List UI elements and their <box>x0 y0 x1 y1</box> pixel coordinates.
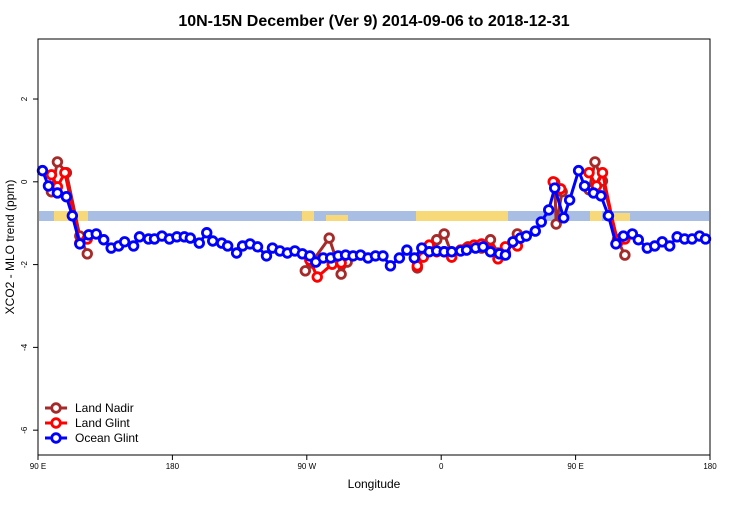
data-point <box>66 210 79 222</box>
data-point <box>251 241 264 253</box>
data-point <box>184 232 197 244</box>
data-point <box>535 216 547 228</box>
data-point <box>98 234 110 246</box>
data-point <box>617 230 630 242</box>
y-tick-label: -6 <box>20 426 29 434</box>
data-point <box>207 235 219 247</box>
data-point <box>118 236 131 248</box>
data-point <box>193 237 205 249</box>
data-point <box>90 228 102 240</box>
chart-title: 10N-15N December (Ver 9) 2014-09-06 to 2… <box>178 13 569 30</box>
data-point <box>74 238 86 250</box>
data-point <box>438 228 450 240</box>
y-axis-label: XCO2 - MLO trend (ppm) <box>3 180 17 315</box>
data-point <box>583 166 595 179</box>
data-point <box>550 218 562 230</box>
data-point <box>51 156 64 168</box>
land-ocean-strip <box>39 211 709 221</box>
x-tick-label: 180 <box>166 462 180 471</box>
data-point <box>596 166 609 179</box>
data-point <box>81 248 93 260</box>
data-point <box>484 234 497 246</box>
legend-label: Land Nadir <box>75 401 134 415</box>
x-tick-label: 180 <box>703 462 717 471</box>
data-point <box>572 164 585 177</box>
data-point <box>201 227 213 239</box>
data-point <box>477 241 489 253</box>
data-point <box>60 191 73 203</box>
data-point <box>602 210 615 222</box>
data-point <box>299 265 312 277</box>
x-tick-label: 90 E <box>30 462 46 471</box>
y-tick-label: 0 <box>20 179 29 184</box>
legend-marker <box>50 432 62 444</box>
data-point <box>260 250 273 262</box>
data-point <box>408 252 421 264</box>
data-point <box>335 268 347 280</box>
data-point <box>589 156 601 168</box>
data-point <box>460 244 473 256</box>
data-point <box>563 194 576 206</box>
legend-label: Land Glint <box>75 416 130 430</box>
data-point <box>499 249 512 261</box>
data-point <box>619 249 631 261</box>
data-point <box>632 234 645 246</box>
data-point <box>543 204 555 216</box>
data-point <box>595 190 607 202</box>
legend-marker <box>50 417 62 429</box>
data-point <box>42 180 55 192</box>
x-tick-label: 0 <box>439 462 444 471</box>
y-tick-label: 2 <box>20 96 29 101</box>
data-point <box>431 234 443 246</box>
data-point <box>610 238 622 250</box>
data-point <box>401 244 413 256</box>
x-tick-label: 90 E <box>567 462 583 471</box>
data-point <box>221 240 234 252</box>
legend-marker <box>50 402 62 414</box>
data-point <box>377 250 389 262</box>
data-point <box>45 169 58 181</box>
data-point <box>484 246 497 258</box>
y-tick-label: -2 <box>20 260 29 268</box>
data-point <box>59 166 71 179</box>
data-point <box>557 212 570 224</box>
data-point <box>51 187 64 199</box>
data-point <box>393 252 406 264</box>
y-tick-label: -4 <box>20 343 29 351</box>
data-point <box>323 232 335 244</box>
x-tick-label: 90 W <box>297 462 316 471</box>
plot-frame <box>37 38 711 456</box>
data-point <box>384 260 397 272</box>
data-point <box>520 230 533 242</box>
data-point <box>578 180 591 192</box>
data-point <box>548 182 561 194</box>
data-point <box>133 231 146 243</box>
data-point <box>230 247 243 259</box>
data-point <box>36 164 49 177</box>
data-point <box>445 246 458 258</box>
legend-label: Ocean Glint <box>75 431 139 445</box>
data-point <box>699 233 712 245</box>
x-axis-label: Longitude <box>348 477 401 491</box>
data-point <box>663 240 676 252</box>
data-point <box>127 240 140 252</box>
data-point <box>529 225 541 237</box>
data-point <box>311 271 323 283</box>
